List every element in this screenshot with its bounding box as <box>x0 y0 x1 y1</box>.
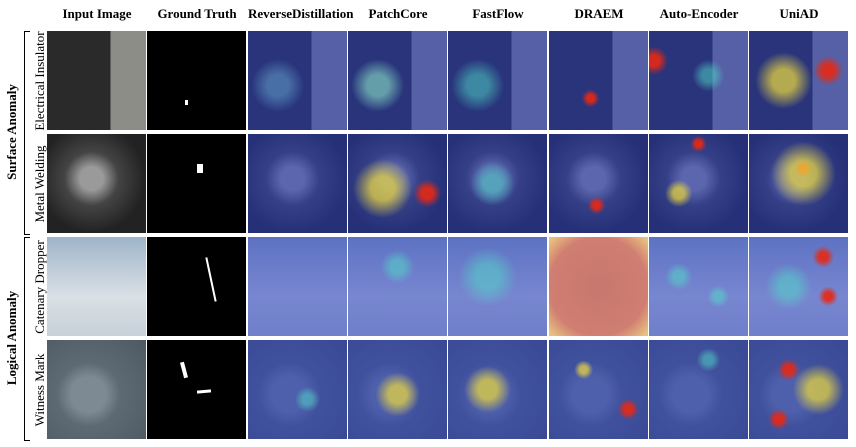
anomaly-heatmap <box>549 340 648 439</box>
anomaly-heatmap <box>448 31 547 130</box>
anomaly-heatmap <box>749 237 848 336</box>
anomaly-heatmap <box>448 134 547 233</box>
column-header: Input Image <box>62 6 132 21</box>
anomaly-heatmap <box>248 340 347 439</box>
column-header: FastFlow <box>472 6 524 21</box>
mask-region <box>196 388 211 394</box>
anomaly-heatmap <box>749 340 848 439</box>
row-label: Catenary Dropper <box>32 240 47 334</box>
group-bracket <box>24 237 30 441</box>
column-header: Ground Truth <box>157 6 237 21</box>
column-header: PatchCore <box>368 6 428 21</box>
input-image <box>47 340 146 439</box>
group-label: Logical Anomaly <box>4 290 19 386</box>
input-image <box>47 134 146 233</box>
anomaly-heatmap <box>448 340 547 439</box>
input-image <box>47 31 146 130</box>
anomaly-heatmap <box>549 134 648 233</box>
anomaly-heatmap <box>248 134 347 233</box>
ground-truth-mask <box>147 134 246 233</box>
ground-truth-mask <box>147 237 246 336</box>
ground-truth-mask <box>147 340 246 439</box>
anomaly-heatmap <box>749 134 848 233</box>
mask-region <box>196 163 203 173</box>
column-header: Auto-Encoder <box>659 6 739 21</box>
anomaly-heatmap <box>549 237 648 336</box>
column-header: DRAEM <box>574 6 624 21</box>
input-image <box>47 237 146 336</box>
anomaly-heatmap <box>649 237 748 336</box>
mask-region <box>184 100 188 106</box>
anomaly-heatmap <box>348 31 447 130</box>
column-header: ReverseDistillation <box>248 6 354 21</box>
row-label: Electrical Insulator <box>32 31 47 131</box>
group-label: Surface Anomaly <box>4 84 19 180</box>
anomaly-heatmap <box>348 340 447 439</box>
ground-truth-mask <box>147 31 246 130</box>
mask-region <box>179 361 188 379</box>
anomaly-heatmap <box>649 31 748 130</box>
anomaly-heatmap <box>649 340 748 439</box>
group-bracket <box>24 31 30 235</box>
anomaly-heatmap <box>348 237 447 336</box>
anomaly-heatmap <box>549 31 648 130</box>
anomaly-heatmap <box>248 237 347 336</box>
row-label: Metal Welding <box>32 145 47 223</box>
anomaly-heatmap <box>649 134 748 233</box>
anomaly-heatmap <box>749 31 848 130</box>
anomaly-heatmap <box>248 31 347 130</box>
column-header: UniAD <box>779 6 819 21</box>
row-label: Witness Mark <box>32 353 47 427</box>
anomaly-heatmap <box>348 134 447 233</box>
anomaly-heatmap <box>448 237 547 336</box>
mask-region <box>205 257 218 302</box>
